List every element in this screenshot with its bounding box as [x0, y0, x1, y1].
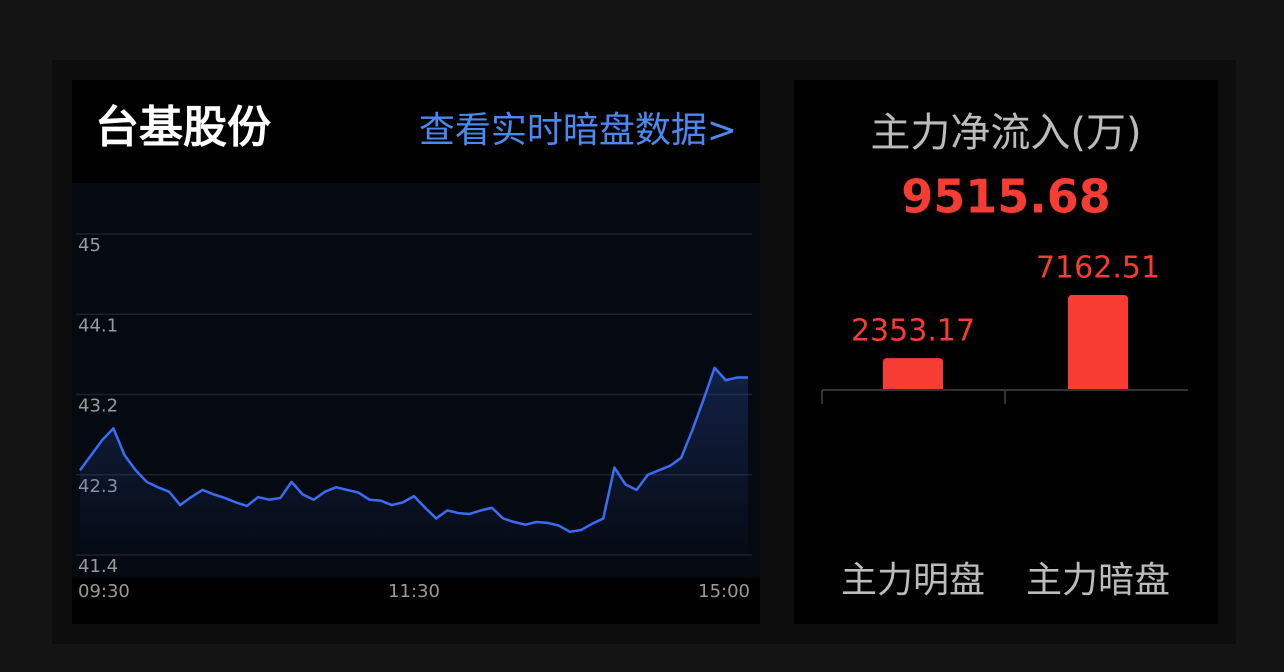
price-area	[80, 367, 748, 555]
y-tick-label: 45	[78, 235, 101, 256]
y-tick-label: 41.4	[78, 556, 118, 577]
x-tick-label: 15:00	[698, 581, 750, 602]
stock-name: 台基股份	[95, 102, 271, 153]
category-label: 主力明盘	[841, 560, 985, 601]
bar	[883, 358, 943, 389]
category-label: 主力暗盘	[1026, 560, 1170, 601]
y-tick-label: 43.2	[78, 396, 118, 417]
charts: 4544.143.242.341.409:3011:3015:002353.17…	[76, 233, 1188, 602]
bar-value-label: 2353.17	[851, 314, 975, 349]
dark-pool-link[interactable]: 查看实时暗盘数据>	[419, 110, 737, 151]
y-tick-label: 44.1	[78, 315, 118, 336]
bar	[1068, 295, 1128, 389]
bar-value-label: 7162.51	[1036, 251, 1160, 286]
panel-title: 主力净流入(万)	[870, 110, 1141, 156]
price-line	[78, 366, 748, 534]
x-tick-label: 09:30	[78, 581, 130, 602]
x-tick-label: 11:30	[388, 581, 440, 602]
net-inflow: 9515.68	[901, 170, 1111, 224]
right-panel	[794, 80, 1218, 624]
